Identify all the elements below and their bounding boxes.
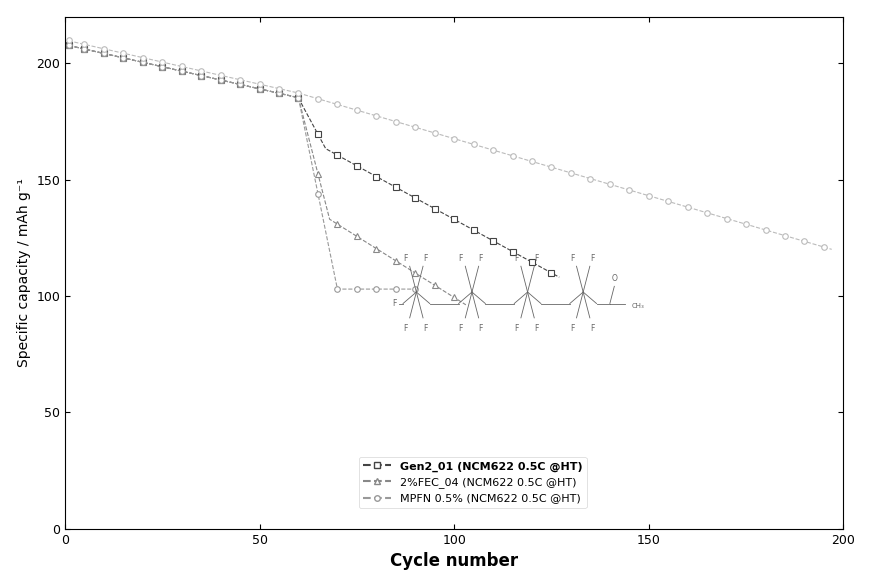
Y-axis label: Specific capacity / mAh g⁻¹: Specific capacity / mAh g⁻¹ <box>17 178 31 367</box>
X-axis label: Cycle number: Cycle number <box>390 552 518 571</box>
Legend: Gen2_01 (NCM622 0.5C @HT), 2%FEC_04 (NCM622 0.5C @HT), MPFN 0.5% (NCM622 0.5C @H: Gen2_01 (NCM622 0.5C @HT), 2%FEC_04 (NCM… <box>358 457 587 508</box>
